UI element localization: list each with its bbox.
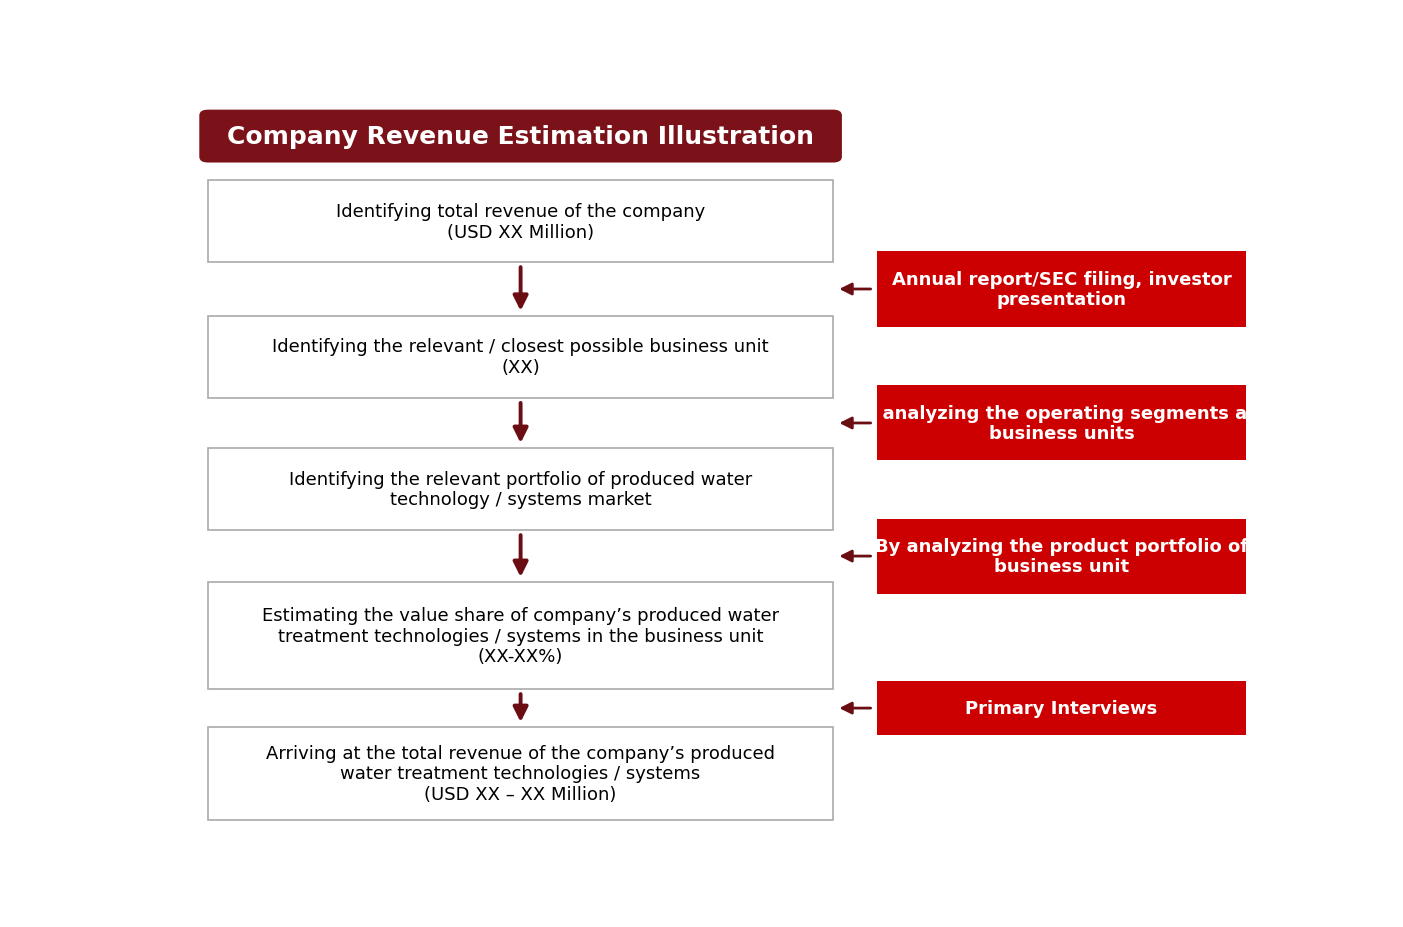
FancyBboxPatch shape <box>208 449 833 530</box>
Text: By analyzing the product portfolio of
business unit: By analyzing the product portfolio of bu… <box>875 537 1249 576</box>
FancyBboxPatch shape <box>877 252 1246 327</box>
FancyBboxPatch shape <box>877 681 1246 735</box>
Text: Identifying the relevant portfolio of produced water
technology / systems market: Identifying the relevant portfolio of pr… <box>289 470 752 509</box>
Text: Arriving at the total revenue of the company’s produced
water treatment technolo: Arriving at the total revenue of the com… <box>267 743 774 804</box>
FancyBboxPatch shape <box>199 110 842 163</box>
Text: Primary Interviews: Primary Interviews <box>965 699 1157 717</box>
FancyBboxPatch shape <box>877 519 1246 594</box>
Text: Company Revenue Estimation Illustration: Company Revenue Estimation Illustration <box>227 125 814 149</box>
Text: Identifying the relevant / closest possible business unit
(XX): Identifying the relevant / closest possi… <box>272 338 769 377</box>
Text: By analyzing the operating segments and
business units: By analyzing the operating segments and … <box>850 404 1273 443</box>
FancyBboxPatch shape <box>877 386 1246 461</box>
Text: Identifying total revenue of the company
(USD XX Million): Identifying total revenue of the company… <box>335 202 706 241</box>
Text: Estimating the value share of company’s produced water
treatment technologies / : Estimating the value share of company’s … <box>262 606 779 666</box>
Text: Annual report/SEC filing, investor
presentation: Annual report/SEC filing, investor prese… <box>892 271 1232 309</box>
FancyBboxPatch shape <box>208 728 833 820</box>
FancyBboxPatch shape <box>208 582 833 690</box>
FancyBboxPatch shape <box>208 181 833 263</box>
FancyBboxPatch shape <box>208 316 833 399</box>
